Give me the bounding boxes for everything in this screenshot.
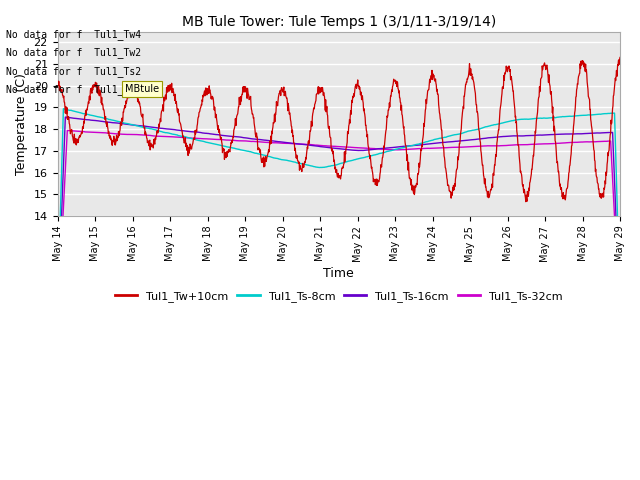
Text: No data for f  Tul1_Tw4: No data for f Tul1_Tw4 [6, 29, 141, 40]
Text: No data for f  Tul1_Ts2: No data for f Tul1_Ts2 [6, 66, 141, 76]
X-axis label: Time: Time [323, 267, 354, 280]
Y-axis label: Temperature (C): Temperature (C) [15, 73, 28, 175]
Title: MB Tule Tower: Tule Temps 1 (3/1/11-3/19/14): MB Tule Tower: Tule Temps 1 (3/1/11-3/19… [182, 15, 496, 29]
Text: MBtule: MBtule [125, 84, 159, 94]
Legend: Tul1_Tw+10cm, Tul1_Ts-8cm, Tul1_Ts-16cm, Tul1_Ts-32cm: Tul1_Tw+10cm, Tul1_Ts-8cm, Tul1_Ts-16cm,… [111, 287, 567, 306]
Text: No data for f  Tul1_Ts: No data for f Tul1_Ts [6, 84, 136, 95]
Text: No data for f  Tul1_Tw2: No data for f Tul1_Tw2 [6, 48, 141, 58]
